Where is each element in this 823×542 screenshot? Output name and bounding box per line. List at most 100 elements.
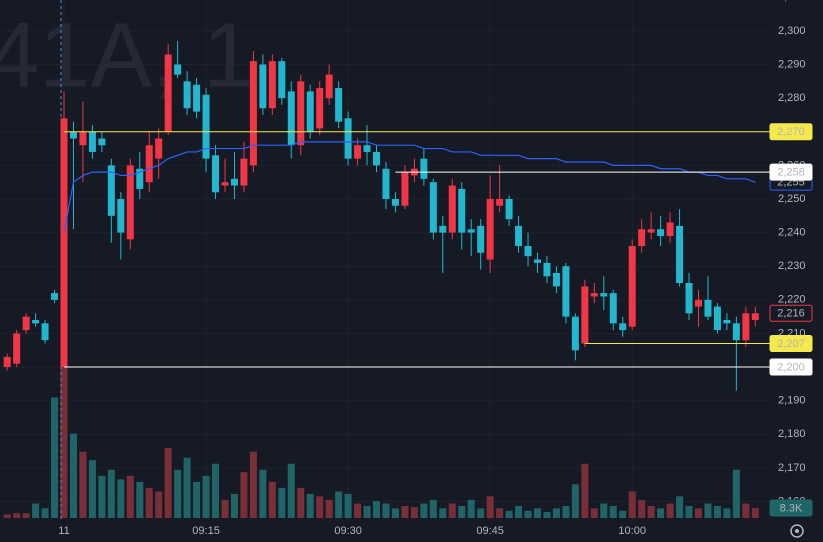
candle-body [183, 81, 191, 109]
volume-bar [325, 499, 333, 518]
volume-bar [600, 503, 608, 518]
volume-bar [126, 475, 134, 518]
level-label-box [769, 335, 813, 353]
volume-bar [297, 487, 305, 518]
candle-body [41, 323, 49, 341]
volume-bar [107, 469, 115, 518]
volume-bar [581, 463, 589, 518]
volume-bar [676, 496, 684, 518]
x-tick-label: 09:30 [334, 525, 362, 537]
candle-body [193, 84, 201, 112]
volume-bar [13, 513, 21, 518]
volume-bar [155, 491, 163, 518]
volume-bar [249, 451, 257, 518]
volume-bar [458, 505, 466, 518]
volume-bar [534, 508, 541, 518]
settings-dot[interactable] [795, 529, 799, 533]
price-label-box [769, 304, 813, 322]
candle-body [344, 118, 352, 159]
candle-body [174, 64, 182, 75]
volume-layer [3, 301, 759, 518]
candle-body [278, 61, 286, 99]
volume-bar [543, 511, 551, 518]
y-tick-label: 2,230 [778, 260, 806, 272]
volume-bar [420, 503, 428, 518]
level-label: 2,200 [777, 361, 805, 373]
volume-bar [524, 510, 532, 518]
candle-body [382, 168, 390, 199]
volume-bar [259, 469, 267, 518]
volume-bar [496, 508, 504, 518]
volume-bar [609, 505, 617, 518]
candle-body [155, 138, 163, 159]
x-tick-label: 09:15 [192, 525, 220, 537]
candle-body [477, 225, 485, 253]
candle-body [590, 293, 598, 297]
volume-bar [439, 508, 447, 518]
settings-ring[interactable] [790, 524, 804, 538]
volume-bar [344, 493, 352, 518]
candle-body [486, 198, 494, 260]
volume-bar [751, 507, 759, 518]
candle-body [145, 145, 153, 183]
plot-layer [3, 41, 770, 391]
volume-bar [732, 469, 740, 518]
candle-body [458, 188, 466, 233]
level-label-box [769, 123, 813, 141]
volume-bar [174, 469, 182, 518]
volume-bar [666, 503, 674, 518]
candle-body [439, 225, 447, 233]
y-tick-label: 2,170 [778, 462, 806, 474]
candle-body [373, 151, 381, 166]
volume-bar [647, 505, 655, 518]
volume-bar [694, 508, 702, 518]
candle-body [628, 246, 636, 327]
level-label-box [769, 358, 813, 376]
candle-body [600, 293, 608, 297]
candle-body [126, 165, 134, 240]
candle-body [221, 182, 229, 186]
volume-bar [136, 481, 144, 518]
volume-bar [429, 499, 437, 518]
volume-bar [382, 503, 390, 518]
volume-bar [410, 507, 418, 518]
candle-body [391, 198, 399, 206]
axis-layer: 2,1602,1702,1802,1902,2002,2102,2202,230… [58, 0, 813, 537]
volume-label-box [769, 499, 813, 517]
candle-body [117, 198, 125, 233]
volume-bar [32, 503, 40, 518]
y-tick-label: 2,250 [778, 193, 806, 205]
candle-body [98, 138, 106, 146]
volume-bar [88, 460, 96, 518]
volume-bar [742, 503, 750, 518]
volume-bar [590, 508, 598, 518]
candle-body [51, 293, 59, 300]
candle-body [505, 198, 513, 220]
candle-body [429, 182, 437, 233]
volume-bar [22, 513, 30, 518]
volume-bar [657, 508, 665, 518]
y-tick-label: 2,220 [778, 294, 806, 306]
volume-bar [212, 463, 220, 518]
price-label: 2,216 [777, 308, 805, 320]
settings-icon[interactable] [790, 524, 804, 538]
volume-bar [268, 481, 276, 518]
volume-bar [373, 501, 381, 518]
candle-body [212, 155, 220, 193]
candle-body [657, 229, 665, 236]
y-tick-label: 2,240 [778, 227, 806, 239]
volume-bar [98, 475, 106, 518]
volume-bar [363, 505, 371, 518]
candle-body [297, 81, 305, 146]
volume-bar [562, 505, 570, 518]
candle-body [562, 266, 570, 317]
candle-body [60, 118, 68, 368]
x-tick-label: 11 [58, 525, 69, 537]
candle-body [335, 88, 343, 122]
candle-body [515, 225, 523, 247]
level-label: 2,270 [777, 126, 805, 138]
candle-body [3, 356, 11, 368]
candle-body [552, 272, 560, 287]
volume-bar [477, 508, 485, 518]
